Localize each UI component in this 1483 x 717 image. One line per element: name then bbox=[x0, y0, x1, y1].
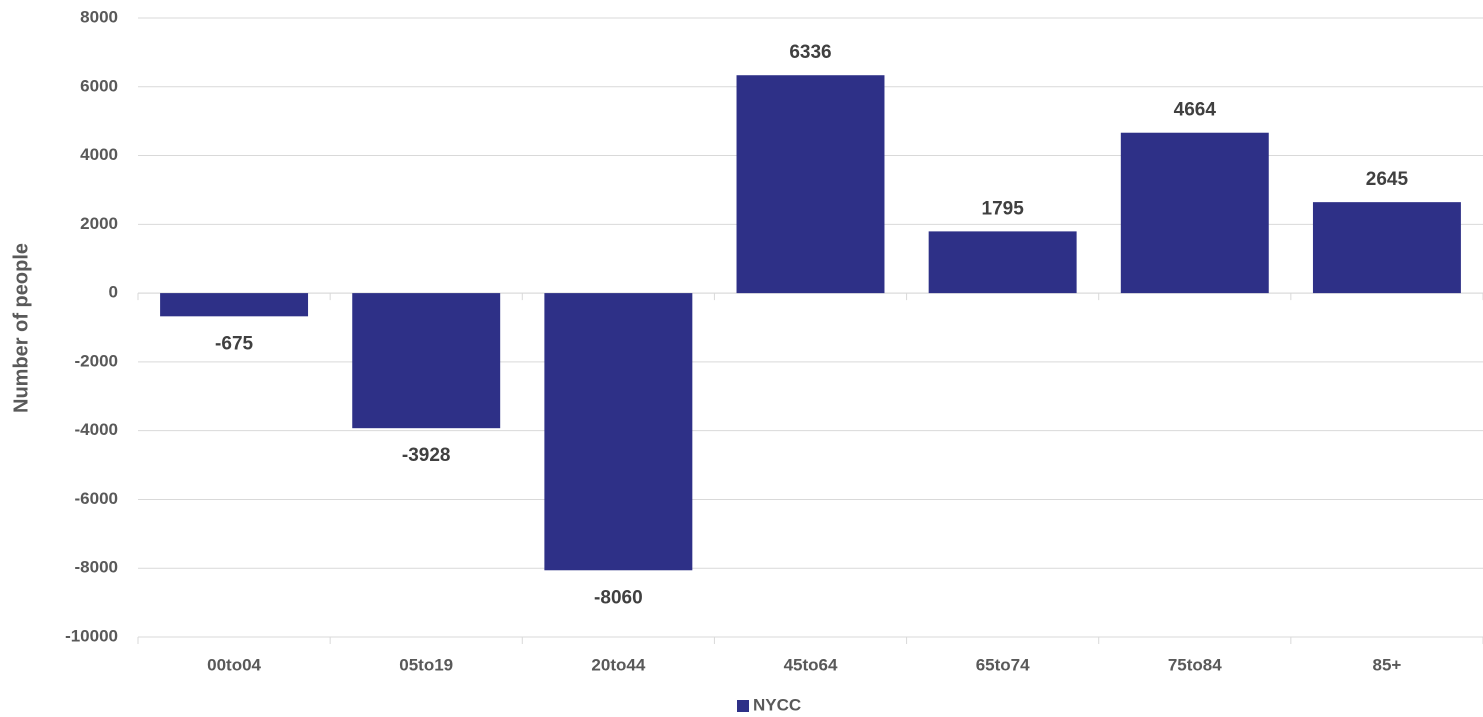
y-tick-label: 4000 bbox=[80, 145, 118, 164]
y-tick-label: 2000 bbox=[80, 214, 118, 233]
bar bbox=[1312, 202, 1461, 294]
data-label: 2645 bbox=[1366, 169, 1409, 190]
x-tick-label: 85+ bbox=[1373, 655, 1402, 674]
bar bbox=[352, 293, 501, 429]
data-label: -675 bbox=[215, 333, 253, 354]
data-label: 1795 bbox=[982, 198, 1025, 219]
y-tick-label: 0 bbox=[109, 283, 118, 302]
bar bbox=[1120, 132, 1269, 294]
y-tick-label: 6000 bbox=[80, 76, 118, 95]
data-label: -8060 bbox=[594, 587, 643, 608]
y-tick-label: -10000 bbox=[65, 626, 118, 645]
x-tick-label: 75to84 bbox=[1168, 655, 1222, 674]
y-axis-label: Number of people bbox=[10, 243, 32, 413]
bar bbox=[544, 293, 693, 571]
y-tick-label: -2000 bbox=[75, 351, 118, 370]
x-tick-label: 45to64 bbox=[784, 655, 838, 674]
data-label: -3928 bbox=[402, 445, 451, 466]
legend-swatch bbox=[737, 700, 749, 712]
y-tick-label: 8000 bbox=[80, 7, 118, 26]
y-tick-label: -4000 bbox=[75, 420, 118, 439]
y-tick-label: -8000 bbox=[75, 558, 118, 577]
bar bbox=[928, 231, 1077, 294]
data-label: 4664 bbox=[1174, 100, 1217, 121]
x-tick-label: 05to19 bbox=[399, 655, 453, 674]
x-tick-label: 20to44 bbox=[591, 655, 645, 674]
bar bbox=[736, 75, 885, 294]
x-tick-label: 00to04 bbox=[207, 655, 261, 674]
legend-label: NYCC bbox=[753, 695, 801, 714]
x-tick-label: 65to74 bbox=[976, 655, 1030, 674]
y-tick-label: -6000 bbox=[75, 489, 118, 508]
bar bbox=[160, 293, 309, 317]
data-label: 6336 bbox=[789, 42, 831, 63]
